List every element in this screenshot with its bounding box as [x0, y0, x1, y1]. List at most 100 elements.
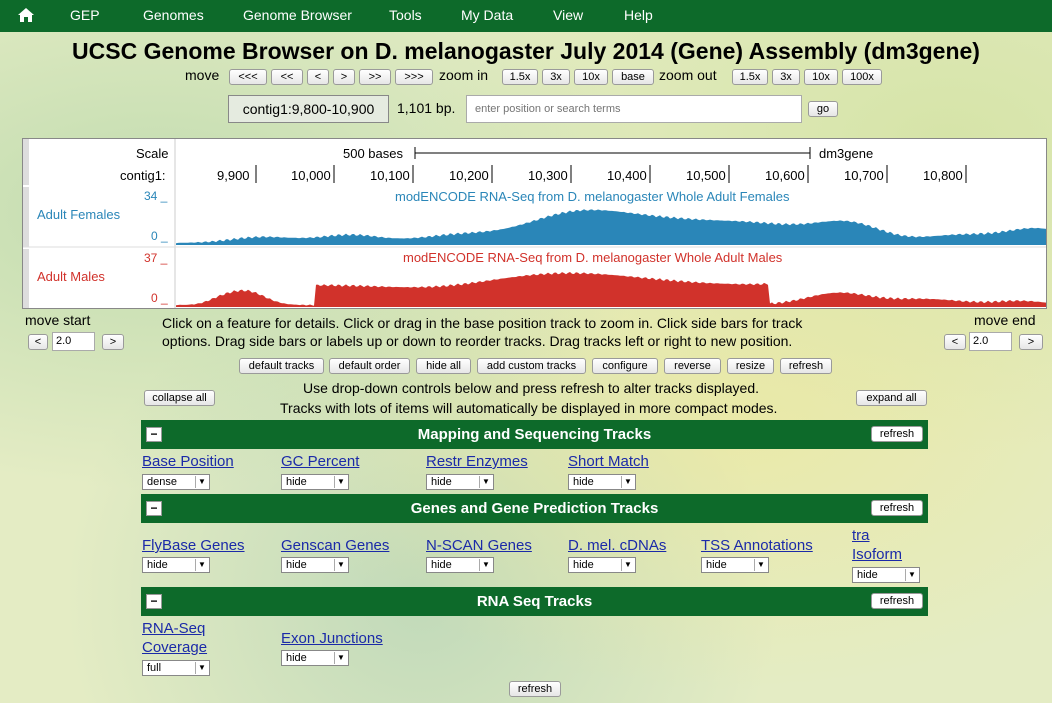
search-input[interactable] — [466, 95, 802, 123]
move-left-far-button[interactable]: <<< — [229, 69, 267, 85]
section-refresh-button[interactable]: refresh — [871, 426, 923, 442]
move-end-input[interactable]: 2.0 — [969, 332, 1012, 351]
move-end-right-button[interactable]: > — [1019, 334, 1043, 350]
move-start-left-button[interactable]: < — [28, 334, 48, 350]
adult-males-title: modENCODE RNA-Seq from D. melanogaster W… — [403, 250, 783, 265]
track-restr-enzymes[interactable]: Restr Enzymes — [426, 453, 528, 470]
track-tss-annotations-select[interactable]: hide ▼ — [701, 557, 769, 573]
track-name-line1[interactable]: RNA-Seq — [142, 620, 206, 637]
section-genes-prediction: − Genes and Gene Prediction Tracks refre… — [141, 494, 928, 523]
chevron-down-icon: ▼ — [195, 559, 208, 571]
nav-genomes[interactable]: Genomes — [143, 7, 204, 23]
zoom-base-button[interactable]: base — [612, 69, 654, 85]
track-exon-junctions-select[interactable]: hide ▼ — [281, 650, 349, 666]
section-refresh-button[interactable]: refresh — [871, 593, 923, 609]
move-right-button[interactable]: > — [333, 69, 355, 85]
expand-all-button[interactable]: expand all — [856, 390, 927, 406]
track-nscan-genes-select[interactable]: hide ▼ — [426, 557, 494, 573]
track-exon-junctions[interactable]: Exon Junctions — [281, 630, 383, 647]
select-value: hide — [706, 559, 727, 571]
nav-help[interactable]: Help — [624, 7, 653, 23]
track-base-position[interactable]: Base Position — [142, 453, 234, 470]
side-bar-ruler[interactable] — [23, 139, 29, 185]
default-tracks-button[interactable]: default tracks — [239, 358, 324, 374]
reverse-button[interactable]: reverse — [664, 358, 721, 374]
move-start-right-button[interactable]: > — [102, 334, 124, 350]
collapse-genes-button[interactable]: − — [146, 501, 162, 516]
zoom-out-10x-button[interactable]: 10x — [804, 69, 838, 85]
zoom-out-100x-button[interactable]: 100x — [842, 69, 882, 85]
nav-tools[interactable]: Tools — [389, 7, 422, 23]
side-bar-females[interactable] — [23, 187, 29, 247]
track-name-line2[interactable]: Isoform — [852, 546, 903, 563]
track-tra-isoform[interactable]: tra Isoform — [852, 526, 902, 564]
side-bar-males[interactable] — [23, 249, 29, 309]
zoom-in-3x-button[interactable]: 3x — [542, 69, 570, 85]
collapse-all-button[interactable]: collapse all — [144, 390, 215, 406]
tick-label: 10,200 — [449, 168, 489, 183]
track-base-position-select[interactable]: dense ▼ — [142, 474, 210, 490]
zoom-out-3x-button[interactable]: 3x — [772, 69, 800, 85]
track-genscan-genes-select[interactable]: hide ▼ — [281, 557, 349, 573]
top-nav-bar: GEP Genomes Genome Browser Tools My Data… — [0, 0, 1052, 32]
dropdown-note-line-2: Tracks with lots of items will automatic… — [280, 400, 778, 416]
move-end-left-button[interactable]: < — [944, 334, 966, 350]
track-gc-percent-select[interactable]: hide ▼ — [281, 474, 349, 490]
move-left-more-button[interactable]: << — [271, 69, 303, 85]
adult-females-label[interactable]: Adult Females — [37, 207, 121, 222]
chevron-down-icon: ▼ — [334, 559, 347, 571]
size-label: 1,101 bp. — [397, 100, 456, 116]
zoom-in-10x-button[interactable]: 10x — [574, 69, 608, 85]
track-rnaseq-coverage-select[interactable]: full ▼ — [142, 660, 210, 676]
collapse-mapping-button[interactable]: − — [146, 427, 162, 442]
zoom-in-1-5x-button[interactable]: 1.5x — [502, 69, 538, 85]
track-dmel-cdnas-select[interactable]: hide ▼ — [568, 557, 636, 573]
section-refresh-button[interactable]: refresh — [871, 500, 923, 516]
track-rnaseq-coverage[interactable]: RNA-Seq Coverage — [142, 619, 207, 657]
adult-females-signal — [176, 209, 1046, 245]
genome-browser-image[interactable]: Scale 500 bases dm3gene contig1: 9,900 1… — [22, 138, 1047, 309]
select-value: hide — [431, 559, 452, 571]
track-restr-enzymes-select[interactable]: hide ▼ — [426, 474, 494, 490]
default-order-button[interactable]: default order — [329, 358, 410, 374]
zoom-out-1-5x-button[interactable]: 1.5x — [732, 69, 768, 85]
adult-males-label[interactable]: Adult Males — [37, 269, 105, 284]
track-genscan-genes[interactable]: Genscan Genes — [281, 537, 390, 554]
track-tra-isoform-select[interactable]: hide ▼ — [852, 567, 920, 583]
females-max-label: 34 _ — [144, 189, 168, 203]
bottom-refresh-button[interactable]: refresh — [509, 681, 561, 697]
track-gc-percent[interactable]: GC Percent — [281, 453, 360, 470]
collapse-rnaseq-button[interactable]: − — [146, 594, 162, 609]
select-value: dense — [147, 476, 177, 488]
tick-label: 10,700 — [844, 168, 884, 183]
track-nscan-genes[interactable]: N-SCAN Genes — [426, 537, 532, 554]
move-right-far-button[interactable]: >>> — [395, 69, 433, 85]
move-left-button[interactable]: < — [307, 69, 329, 85]
track-short-match[interactable]: Short Match — [568, 453, 649, 470]
add-custom-tracks-button[interactable]: add custom tracks — [477, 358, 586, 374]
move-right-more-button[interactable]: >> — [359, 69, 391, 85]
select-value: hide — [573, 476, 594, 488]
resize-button[interactable]: resize — [727, 358, 774, 374]
track-name-line2[interactable]: Coverage — [142, 639, 208, 656]
track-tss-annotations[interactable]: TSS Annotations — [701, 537, 813, 554]
go-button[interactable]: go — [808, 101, 838, 117]
nav-view[interactable]: View — [553, 7, 584, 23]
tick-label: 10,600 — [765, 168, 805, 183]
nav-my-data[interactable]: My Data — [461, 7, 514, 23]
nav-genome-browser[interactable]: Genome Browser — [243, 7, 352, 23]
configure-button[interactable]: configure — [592, 358, 658, 374]
move-start-input[interactable]: 2.0 — [52, 332, 95, 351]
track-short-match-select[interactable]: hide ▼ — [568, 474, 636, 490]
track-flybase-genes[interactable]: FlyBase Genes — [142, 537, 245, 554]
section-title: RNA Seq Tracks — [476, 593, 593, 610]
track-name-line1[interactable]: tra — [852, 527, 870, 544]
track-dmel-cdnas[interactable]: D. mel. cDNAs — [568, 537, 667, 554]
track-flybase-genes-select[interactable]: hide ▼ — [142, 557, 210, 573]
refresh-button[interactable]: refresh — [780, 358, 832, 374]
nav-gep[interactable]: GEP — [70, 7, 100, 23]
home-icon[interactable] — [17, 7, 35, 23]
chevron-down-icon: ▼ — [479, 559, 492, 571]
hide-all-button[interactable]: hide all — [416, 358, 471, 374]
select-value: hide — [286, 652, 307, 664]
